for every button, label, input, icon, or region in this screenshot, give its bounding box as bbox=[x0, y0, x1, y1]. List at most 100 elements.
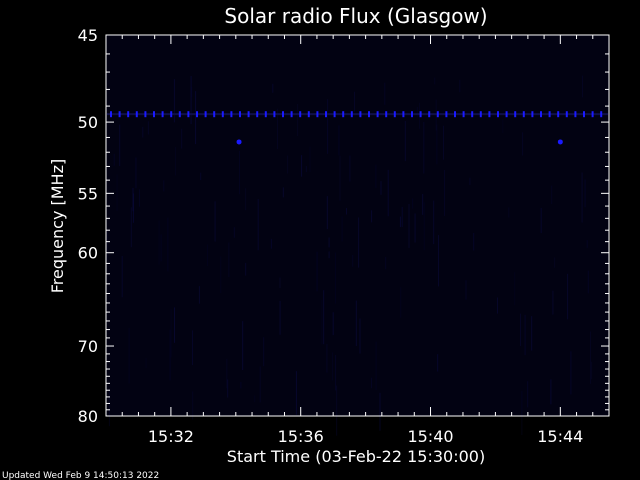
interference-mark bbox=[583, 111, 585, 118]
texture-streak bbox=[412, 198, 414, 209]
interference-mark bbox=[540, 111, 542, 118]
y-tick-label: 50 bbox=[78, 113, 98, 132]
texture-streak bbox=[540, 207, 542, 234]
x-axis-label: Start Time (03-Feb-22 15:30:00) bbox=[227, 447, 485, 466]
texture-streak bbox=[359, 318, 361, 354]
texture-streak bbox=[242, 321, 244, 370]
interference-mark bbox=[548, 111, 551, 118]
x-tick-label: 15:32 bbox=[148, 427, 194, 446]
interference-mark bbox=[514, 111, 517, 118]
texture-streak bbox=[508, 207, 510, 218]
texture-streak bbox=[239, 151, 240, 195]
interference-mark bbox=[264, 111, 267, 118]
texture-streak bbox=[327, 99, 329, 154]
texture-streak bbox=[163, 180, 165, 192]
texture-streak bbox=[169, 329, 171, 381]
texture-streak bbox=[277, 108, 278, 149]
interference-mark bbox=[385, 111, 388, 118]
interference-mark bbox=[247, 111, 250, 118]
texture-streak bbox=[422, 194, 424, 215]
interference-mark bbox=[393, 111, 396, 118]
interference-mark bbox=[221, 111, 224, 118]
texture-streak bbox=[591, 361, 593, 380]
texture-streak bbox=[444, 170, 445, 216]
texture-streak bbox=[469, 177, 471, 186]
interference-mark bbox=[196, 111, 198, 118]
interference-mark bbox=[135, 111, 138, 118]
texture-streak bbox=[414, 213, 416, 243]
spectrogram-texture bbox=[107, 75, 593, 436]
x-tick-label: 15:44 bbox=[537, 427, 583, 446]
texture-streak bbox=[423, 202, 425, 251]
texture-streak bbox=[214, 201, 216, 242]
texture-streak bbox=[259, 366, 261, 403]
texture-streak bbox=[419, 102, 420, 129]
interference-mark bbox=[316, 111, 319, 118]
texture-streak bbox=[524, 314, 526, 356]
plot-frame bbox=[105, 34, 610, 417]
texture-streak bbox=[198, 286, 200, 304]
texture-streak bbox=[279, 300, 281, 335]
interference-mark bbox=[187, 111, 190, 118]
texture-streak bbox=[147, 121, 149, 135]
texture-streak bbox=[590, 331, 591, 384]
texture-streak bbox=[287, 155, 289, 174]
texture-streak bbox=[295, 371, 297, 415]
interference-mark bbox=[454, 111, 456, 118]
plot-area bbox=[106, 35, 609, 416]
texture-streak bbox=[438, 235, 439, 287]
x-tick-label: 15:40 bbox=[407, 427, 453, 446]
interference-mark bbox=[488, 111, 491, 118]
texture-streak bbox=[335, 355, 337, 391]
interference-mark bbox=[256, 111, 259, 118]
texture-streak bbox=[352, 255, 354, 267]
texture-streak bbox=[220, 256, 222, 293]
texture-streak bbox=[582, 75, 583, 98]
texture-streak bbox=[358, 217, 360, 268]
texture-streak bbox=[434, 77, 436, 85]
interference-mark bbox=[325, 111, 327, 118]
texture-streak bbox=[226, 358, 228, 389]
texture-streak bbox=[207, 244, 209, 267]
texture-streak bbox=[257, 199, 259, 251]
texture-streak bbox=[158, 220, 160, 265]
texture-streak bbox=[354, 91, 355, 112]
texture-streak bbox=[339, 155, 341, 201]
interference-mark bbox=[402, 111, 405, 118]
texture-streak bbox=[240, 382, 242, 389]
texture-streak bbox=[323, 290, 325, 345]
texture-streak bbox=[139, 189, 140, 207]
texture-streak bbox=[254, 395, 256, 403]
texture-streak bbox=[107, 231, 109, 261]
interference-mark bbox=[118, 111, 121, 118]
texture-streak bbox=[245, 188, 247, 211]
interference-mark bbox=[161, 111, 164, 118]
interference-mark bbox=[505, 111, 508, 118]
texture-streak bbox=[332, 352, 333, 381]
texture-streak bbox=[521, 391, 523, 435]
texture-streak bbox=[554, 257, 556, 268]
texture-streak bbox=[385, 257, 387, 270]
texture-streak bbox=[522, 132, 524, 156]
interference-mark bbox=[273, 111, 276, 118]
texture-streak bbox=[416, 106, 418, 118]
texture-streak bbox=[316, 251, 318, 292]
texture-streak bbox=[379, 392, 381, 431]
texture-streak bbox=[119, 124, 121, 166]
interference-mark bbox=[531, 111, 534, 118]
texture-streak bbox=[550, 379, 552, 405]
texture-streak bbox=[408, 204, 410, 248]
interference-mark bbox=[565, 111, 568, 118]
texture-streak bbox=[282, 187, 284, 198]
texture-streak bbox=[355, 300, 357, 346]
texture-streak bbox=[520, 313, 521, 346]
texture-streak bbox=[346, 208, 347, 215]
y-tick-label: 60 bbox=[78, 244, 98, 263]
spectrogram-features bbox=[107, 111, 608, 145]
interference-mark bbox=[282, 111, 284, 118]
texture-streak bbox=[132, 187, 134, 212]
texture-streak bbox=[181, 128, 183, 149]
texture-streak bbox=[142, 126, 144, 138]
texture-streak bbox=[570, 351, 572, 395]
